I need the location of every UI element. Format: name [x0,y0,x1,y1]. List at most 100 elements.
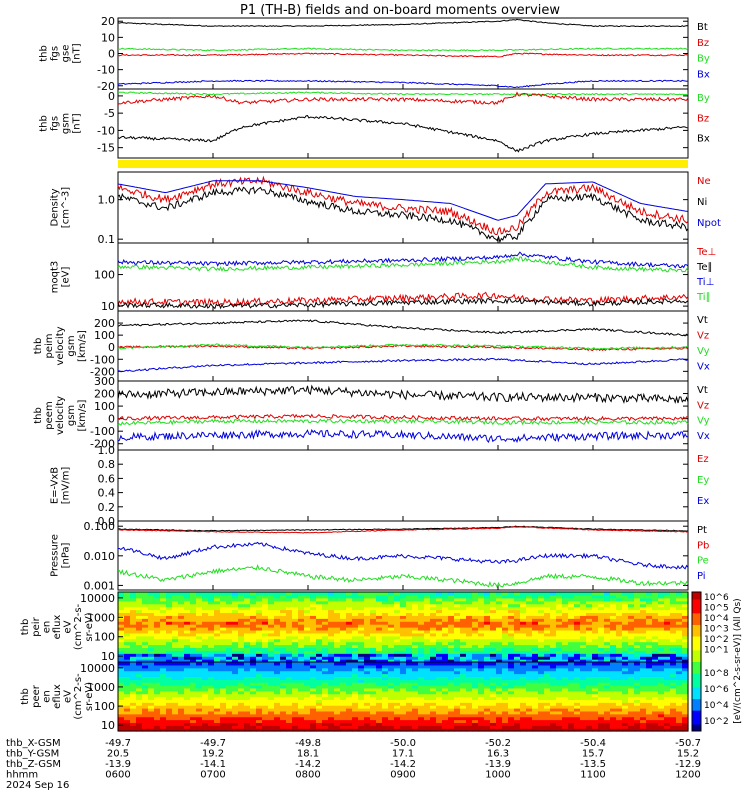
spectrogram-cell [196,702,203,706]
spectrogram-cell [472,600,479,605]
spectrogram-cell [532,722,539,726]
spectrogram-cell [148,676,155,680]
spectrogram-cell [490,615,497,619]
spectrogram-cell [334,713,341,718]
spectrogram-cell [568,612,575,616]
spectrogram-cell [142,656,149,660]
spectrogram-cell [502,693,509,698]
spectrogram-cell [250,685,257,689]
spectrogram-cell [262,719,269,723]
spectrogram-cell [466,713,473,718]
spectrogram-cell [352,603,359,608]
spectrogram-cell [640,699,647,703]
spectrogram-cell [628,687,635,692]
spectrogram-cell [118,627,125,631]
spectrogram-cell [166,662,173,666]
spectrogram-cell [280,632,287,637]
spectrogram-cell [670,728,677,732]
spectrogram-cell [646,644,653,649]
spectrogram-cell [208,644,215,649]
spectrogram-cell [322,594,329,599]
spectrogram-cell [412,670,419,675]
spectrogram-cell [130,638,137,643]
spectrogram-cell [184,705,191,709]
spectrogram-cell [364,659,371,663]
spectrogram-cell [268,679,275,683]
spectrogram-cell [610,664,617,669]
spectrogram-cell [478,600,485,605]
spectrogram-cell [490,627,497,631]
spectrogram-cell [142,685,149,689]
spectrogram-cell [556,710,563,715]
colorbar-tick-label: 10^4 [704,701,729,711]
spectrogram-cell [154,670,161,675]
spectrogram-cell [502,673,509,677]
spectrogram-cell [334,635,341,640]
spectrogram-cell [658,699,665,703]
spectrogram-cell [328,594,335,599]
spectrogram-cell [370,662,377,666]
spectrogram-cell [304,627,311,631]
spectrogram-cell [454,679,461,683]
spectrogram-cell [622,632,629,637]
spectrogram-cell [460,615,467,619]
spectrogram-cell [550,685,557,689]
spectrogram-cell [466,679,473,683]
colorbar-cell [692,612,701,616]
spectrogram-cell [634,699,641,703]
spectrogram-cell [646,653,653,657]
spectrogram-cell [634,592,641,596]
spectrogram-cell [196,659,203,663]
spectrogram-cell [202,667,209,672]
spectrogram-cell [154,618,161,622]
spectrogram-cell [424,650,431,654]
spectrogram-cell [442,728,449,732]
spectrogram-cell [454,659,461,663]
spectrogram-cell [160,618,167,622]
legend-peem-0: Vt [697,385,708,396]
spectrogram-cell [172,696,179,700]
spectrogram-cell [178,659,185,663]
spectrogram-cell [502,690,509,695]
spectrogram-cell [436,638,443,643]
spectrogram-cell [124,713,131,718]
spectrogram-cell [508,662,515,666]
spectrogram-cell [610,641,617,646]
spectrogram-cell [562,722,569,726]
spectrogram-cell [214,641,221,646]
spectrogram-cell [256,600,263,605]
spectrogram-cell [580,722,587,726]
spectrogram-cell [310,664,317,669]
spectrogram-cell [514,641,521,646]
spectrogram-cell [124,685,131,689]
spectrogram-cell [508,621,515,625]
spectrogram-cell [310,702,317,706]
spectrogram-cell [358,664,365,669]
spectrogram-cell [442,612,449,616]
spectrogram-cell [652,676,659,680]
spectrogram-cell [388,597,395,602]
spectrogram-cell [418,632,425,637]
spectrogram-cell [124,618,131,622]
spectrogram-cell [436,670,443,675]
spectrogram-cell [286,597,293,602]
colorbar-label: [eV/(cm^2-s-sr-eV)] (All Qs) [733,598,743,723]
spectrogram-cell [400,667,407,672]
spectrogram-cell [394,682,401,686]
spectrogram-cell [676,710,683,715]
spectrogram-cell [388,594,395,599]
spectrogram-cell [310,618,317,622]
spectrogram-cell [550,722,557,726]
spectrogram-cell [286,670,293,675]
spectrogram-cell [484,702,491,706]
spectrogram-cell [454,609,461,614]
spectrogram-cell [400,693,407,698]
spectrogram-cell [574,659,581,663]
spectrogram-cell [622,659,629,663]
spectrogram-cell [562,647,569,651]
spectrogram-cell [580,606,587,611]
spectrogram-cell [502,702,509,706]
spectrogram-cell [574,621,581,625]
spectrogram-cell [460,716,467,721]
